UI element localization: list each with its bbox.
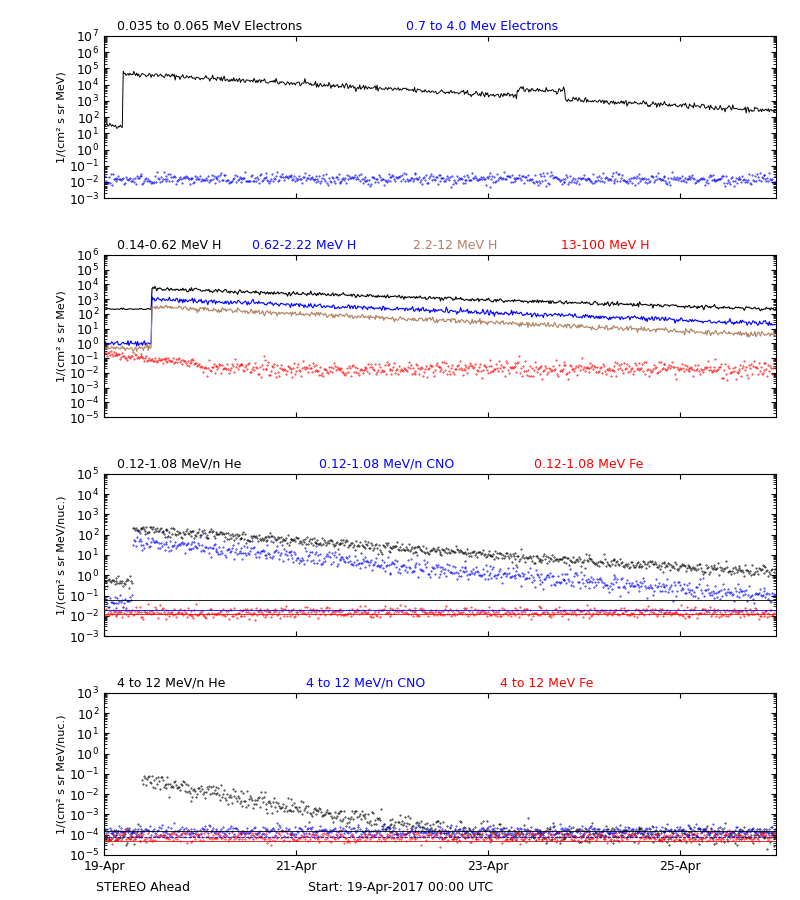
Y-axis label: 1/(cm² s sr MeV): 1/(cm² s sr MeV) bbox=[56, 290, 66, 382]
Text: 4 to 12 MeV/n CNO: 4 to 12 MeV/n CNO bbox=[306, 677, 425, 689]
Text: 0.12-1.08 MeV/n He: 0.12-1.08 MeV/n He bbox=[118, 457, 242, 471]
Text: 13-100 MeV H: 13-100 MeV H bbox=[561, 238, 650, 252]
Text: 2.2-12 MeV H: 2.2-12 MeV H bbox=[413, 238, 498, 252]
Text: 0.14-0.62 MeV H: 0.14-0.62 MeV H bbox=[118, 238, 222, 252]
Text: 0.035 to 0.065 MeV Electrons: 0.035 to 0.065 MeV Electrons bbox=[118, 20, 302, 32]
Text: 0.62-2.22 MeV H: 0.62-2.22 MeV H bbox=[252, 238, 356, 252]
Y-axis label: 1/(cm² s sr MeV/nuc.): 1/(cm² s sr MeV/nuc.) bbox=[56, 495, 66, 615]
Y-axis label: 1/(cm² s sr MeV/nuc.): 1/(cm² s sr MeV/nuc.) bbox=[56, 715, 66, 833]
Text: 0.12-1.08 MeV/n CNO: 0.12-1.08 MeV/n CNO bbox=[319, 457, 454, 471]
Text: STEREO Ahead: STEREO Ahead bbox=[96, 881, 190, 894]
Text: Start: 19-Apr-2017 00:00 UTC: Start: 19-Apr-2017 00:00 UTC bbox=[307, 881, 493, 894]
Y-axis label: 1/(cm² s sr MeV): 1/(cm² s sr MeV) bbox=[56, 71, 66, 163]
Text: 4 to 12 MeV Fe: 4 to 12 MeV Fe bbox=[501, 677, 594, 689]
Text: 0.12-1.08 MeV Fe: 0.12-1.08 MeV Fe bbox=[534, 457, 643, 471]
Text: 0.7 to 4.0 Mev Electrons: 0.7 to 4.0 Mev Electrons bbox=[406, 20, 558, 32]
Text: 4 to 12 MeV/n He: 4 to 12 MeV/n He bbox=[118, 677, 226, 689]
